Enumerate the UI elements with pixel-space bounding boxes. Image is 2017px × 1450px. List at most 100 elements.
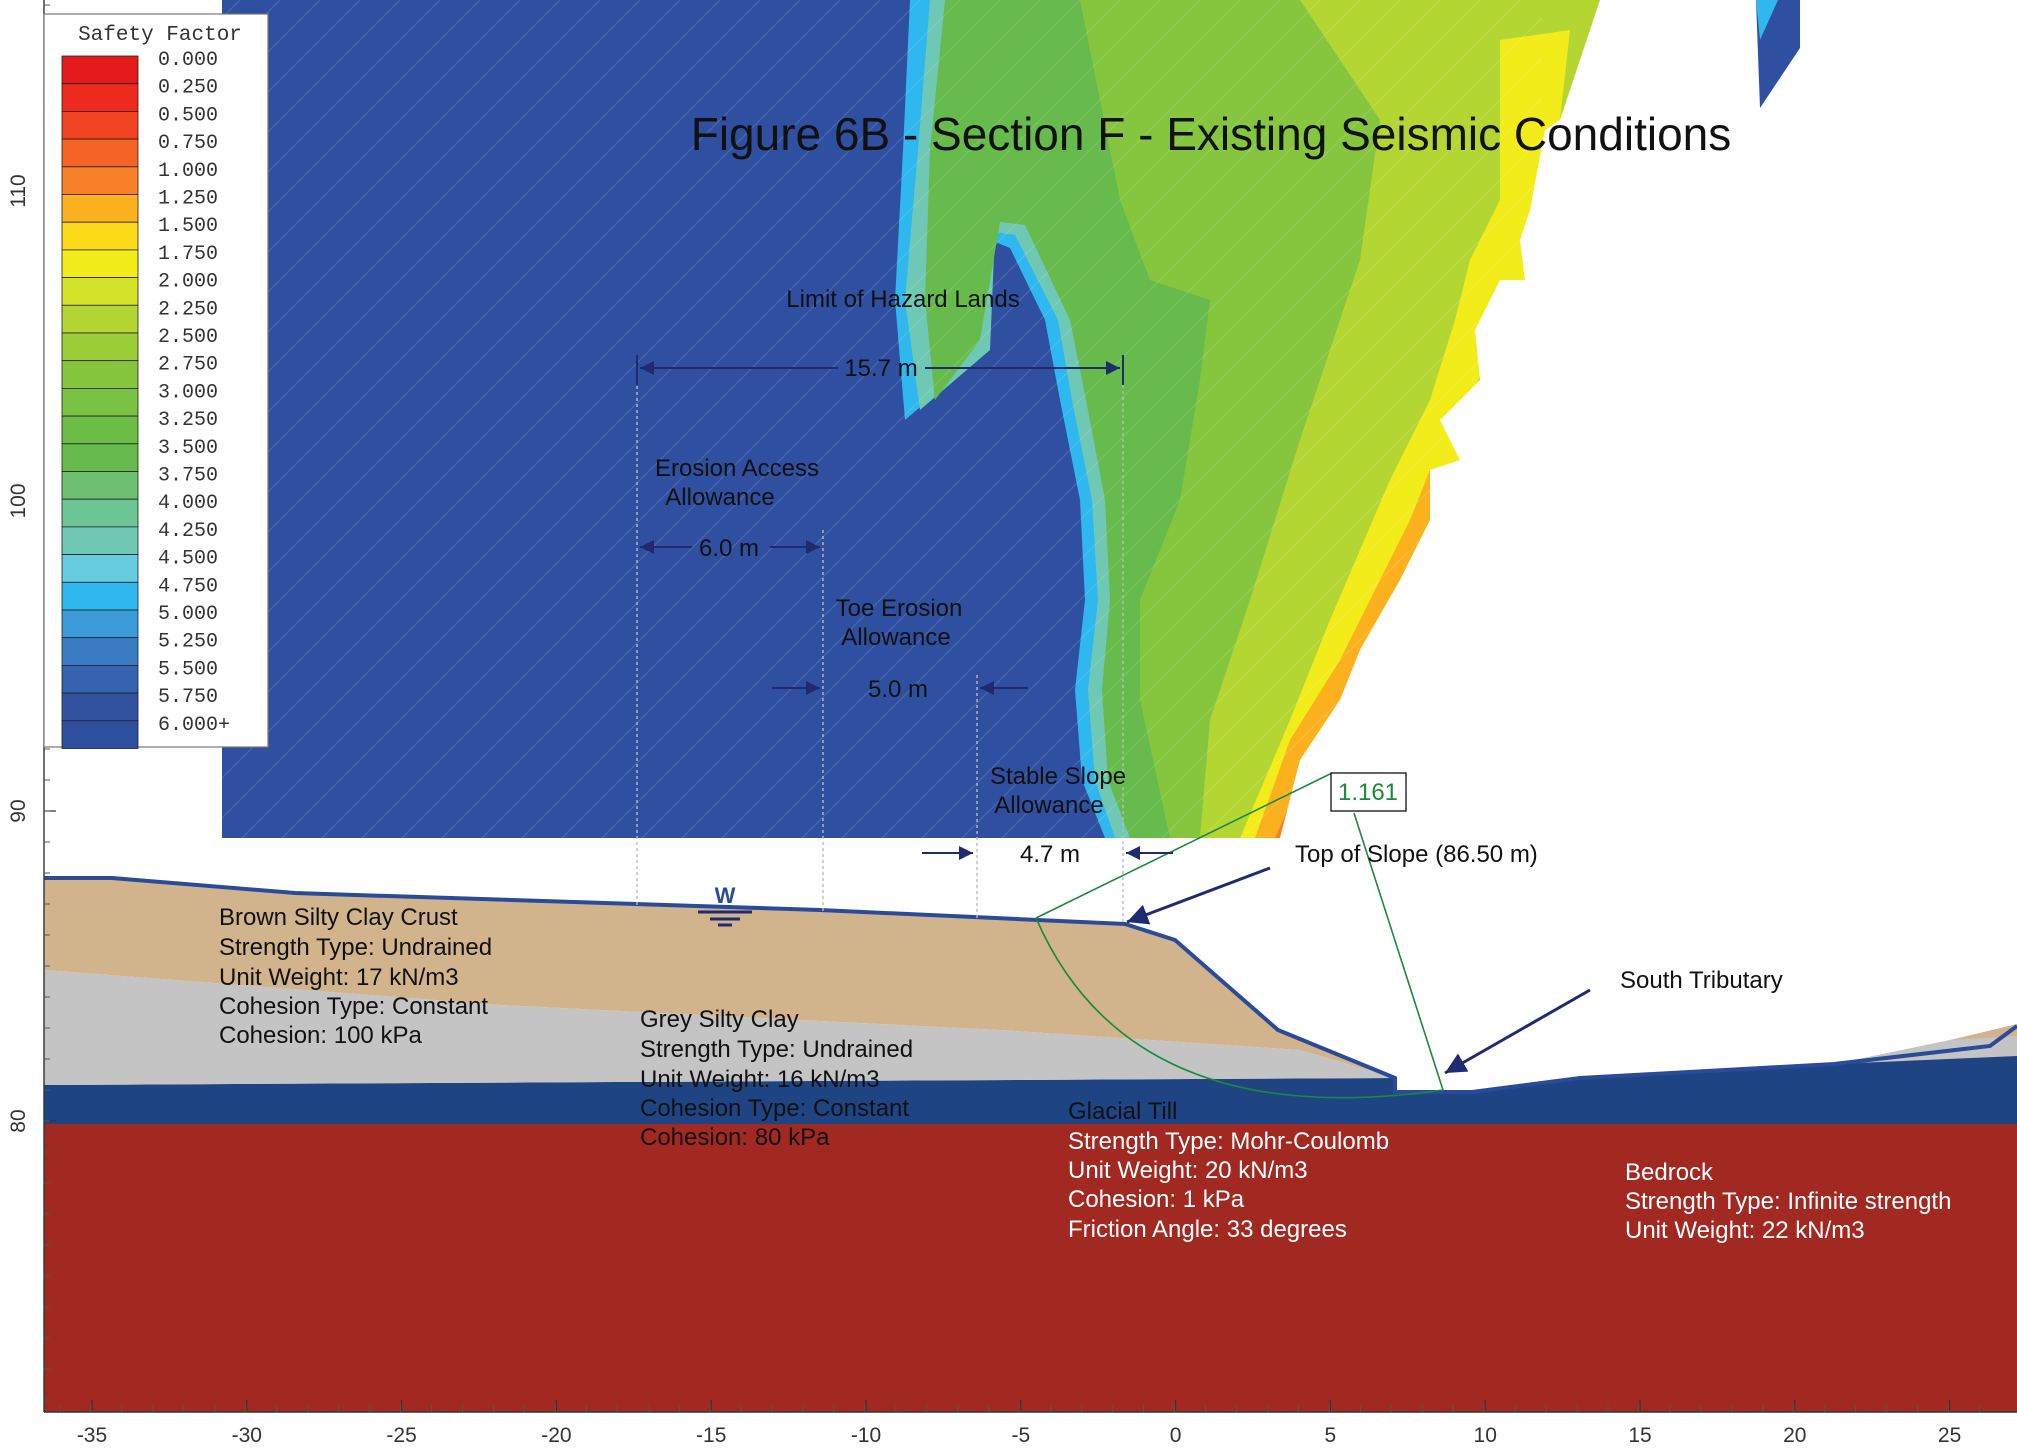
legend-entries: 0.000 0.250 0.500 0.750 1.000 1.250 1.500 1.750… [61, 49, 230, 749]
legend-label-10: 2.500 [158, 326, 218, 349]
legend-swatch-21 [61, 637, 139, 666]
legend-swatch-23 [61, 692, 139, 722]
dim-4-7-label: 4.7 m [1020, 841, 1080, 868]
toe-erosion-label-2: Allowance [841, 624, 950, 651]
hazard-lands-label: Limit of Hazard Lands [786, 286, 1019, 313]
brown-crust-layer [44, 878, 1395, 1078]
critical-slip-surface: 1.161 [1035, 772, 1444, 1099]
legend-label-14: 3.500 [158, 437, 218, 460]
y-tick-label-2: 90 [7, 799, 30, 822]
legend-label-13: 3.250 [158, 409, 218, 432]
legend-swatch-24 [61, 720, 139, 749]
legend-label-20: 5.000 [158, 603, 218, 626]
glacial-till-line-4: Cohesion: 1 kPa [1068, 1186, 1245, 1213]
grey-clay-line-3: Unit Weight: 16 kN/m3 [640, 1066, 880, 1093]
x-tick-label-4: -15 [696, 1424, 726, 1445]
grey-clay-line-4: Cohesion Type: Constant [640, 1095, 909, 1122]
y-tick-label-1: 100 [7, 483, 30, 518]
legend-swatch-22 [61, 665, 139, 694]
x-tick-label-7: 0 [1170, 1424, 1182, 1445]
stable-slope-label-1: Stable Slope [990, 763, 1126, 790]
legend-swatch-4 [61, 166, 139, 195]
legend-label-3: 0.750 [158, 132, 218, 155]
legend-title: Safety Factor [78, 24, 242, 47]
legend-swatch-2 [61, 111, 139, 140]
legend-swatch-16 [61, 498, 139, 528]
x-axis-ticks: -35 -30 -25 -20 -15 -10 -5 0 5 10 15 20 25 [77, 1400, 1961, 1447]
legend-label-22: 5.500 [158, 658, 218, 681]
legend-swatch-9 [61, 304, 139, 334]
legend-swatch-8 [61, 277, 139, 306]
bedrock-layer [44, 1122, 2017, 1412]
x-tick-label-3: -20 [541, 1424, 571, 1445]
x-tick-label-10: 15 [1628, 1424, 1651, 1445]
legend-label-6: 1.500 [158, 215, 218, 238]
top-of-slope-arrow [1126, 866, 1271, 925]
figure-title: Figure 6B - Section F - Existing Seismic… [691, 108, 1732, 160]
legend-label-2: 0.500 [158, 104, 218, 127]
dimension-annotations [636, 355, 1591, 1075]
x-tick-label-2: -25 [386, 1424, 416, 1445]
toe-erosion-label-1: Toe Erosion [836, 595, 963, 622]
glacial-till-line-5: Friction Angle: 33 degrees [1068, 1216, 1347, 1243]
safety-factor-box [1330, 772, 1407, 812]
legend-swatch-14 [61, 443, 139, 472]
legend-swatch-19 [61, 581, 139, 611]
safety-factor-field [222, 0, 2017, 1000]
safety-factor-legend: Safety Factor 0.000 0.250 0.500 0.750 1.000 1… [43, 13, 269, 749]
x-tick-label-11: 20 [1783, 1424, 1806, 1445]
legend-label-16: 4.000 [158, 492, 218, 515]
bedrock-line-2: Strength Type: Infinite strength [1625, 1188, 1951, 1215]
legend-label-18: 4.500 [158, 548, 218, 571]
y-tick-label-3: 80 [7, 1109, 30, 1132]
legend-label-1: 0.250 [158, 77, 218, 100]
grey-clay-line-5: Cohesion: 80 kPa [640, 1124, 830, 1151]
erosion-access-label-1: Erosion Access [655, 455, 819, 482]
hatch-overlay [222, 0, 1542, 838]
bedrock-line-1: Bedrock [1625, 1159, 1714, 1186]
legend-label-24: 6.000+ [158, 714, 230, 737]
bedrock-line-3: Unit Weight: 22 kN/m3 [1625, 1217, 1865, 1244]
brown-crust-line-3: Unit Weight: 17 kN/m3 [219, 964, 459, 991]
top-right-fragment [1756, 0, 1800, 108]
stable-slope-label-2: Allowance [994, 792, 1103, 819]
top-right-fragment-edge [1756, 0, 1778, 40]
legend-swatch-6 [61, 221, 139, 251]
x-tick-label-6: -5 [1011, 1424, 1030, 1445]
material-labels: Brown Silty Clay Crust Strength Type: Un… [219, 904, 1951, 1244]
slip-circle-arc [1035, 917, 1444, 1099]
legend-label-19: 4.750 [158, 575, 218, 598]
y-tick-label-0: 110 [7, 174, 30, 207]
water-marker-label: W [715, 883, 736, 908]
x-tick-label-0: -35 [77, 1424, 107, 1445]
south-tributary-arrow [1444, 988, 1591, 1075]
x-tick-label-5: -10 [851, 1424, 881, 1445]
brown-crust-line-2: Strength Type: Undrained [219, 934, 492, 961]
legend-swatch-11 [61, 360, 139, 389]
legend-swatch-5 [61, 194, 139, 223]
legend-swatch-10 [61, 332, 139, 362]
grey-clay-line-2: Strength Type: Undrained [640, 1036, 913, 1063]
legend-swatch-7 [61, 249, 139, 278]
legend-label-23: 5.750 [158, 686, 218, 709]
x-tick-label-9: 10 [1474, 1424, 1497, 1445]
legend-label-7: 1.750 [158, 243, 218, 266]
south-tributary-label: South Tributary [1620, 967, 1783, 994]
x-axis-minor-ticks [59, 1405, 1981, 1412]
brown-crust-line-5: Cohesion: 100 kPa [219, 1022, 422, 1049]
erosion-access-label-2: Allowance [665, 484, 774, 511]
glacial-till-line-3: Unit Weight: 20 kN/m3 [1068, 1157, 1308, 1184]
legend-swatch-18 [61, 554, 139, 583]
ground-surface-line [44, 876, 2017, 1094]
x-tick-label-12: 25 [1938, 1424, 1961, 1445]
legend-swatch-1 [61, 83, 139, 112]
soil-profile [44, 876, 2017, 1412]
legend-label-21: 5.250 [158, 631, 218, 654]
x-tick-label-8: 5 [1325, 1424, 1337, 1445]
top-of-slope-label: Top of Slope (86.50 m) [1295, 841, 1538, 868]
legend-label-12: 3.000 [158, 381, 218, 404]
legend-label-4: 1.000 [158, 160, 218, 183]
grey-clay-line-1: Grey Silty Clay [640, 1006, 799, 1033]
